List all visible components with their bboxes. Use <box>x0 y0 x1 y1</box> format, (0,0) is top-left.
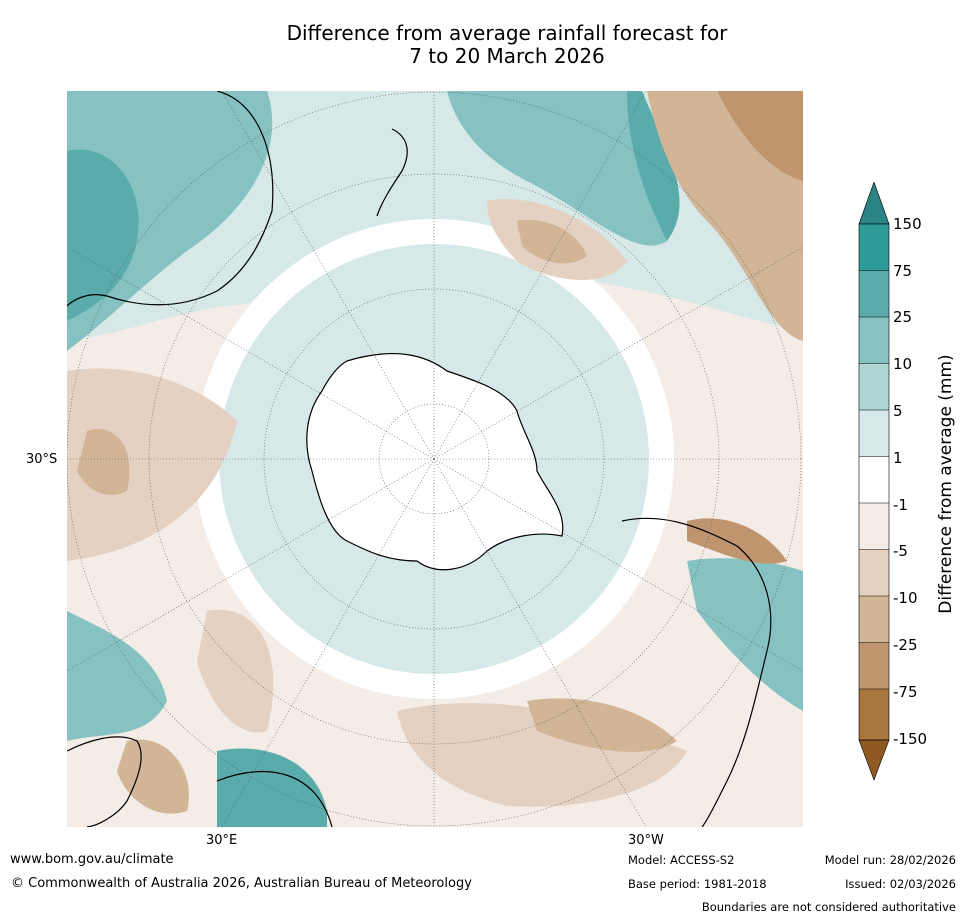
colorbar-tick: -150 <box>893 730 928 748</box>
wet-patch <box>67 611 167 741</box>
copyright-text: © Commonwealth of Australia 2026, Austra… <box>11 876 472 891</box>
wet-patch <box>447 91 670 246</box>
wet-patch <box>687 558 803 711</box>
colorbar-tick: 1 <box>893 449 903 467</box>
wet-patch <box>627 91 680 241</box>
colorbar-swatch <box>859 410 889 457</box>
map-canvas <box>67 91 803 827</box>
lon-label-30w: 30°W <box>628 833 664 848</box>
colorbar-tick: 75 <box>893 262 913 280</box>
dry-patch <box>67 368 237 561</box>
colorbar-swatch <box>859 270 889 317</box>
title-line-2: 7 to 20 March 2026 <box>409 44 605 68</box>
colorbar-tick: 5 <box>893 402 903 420</box>
colorbar-swatch <box>859 549 889 596</box>
colorbar-swatch <box>859 503 889 550</box>
colorbar-top-arrow <box>858 182 890 225</box>
australia-coastline <box>67 91 274 307</box>
colorbar-swatch <box>859 363 889 410</box>
bom-climate-link[interactable]: www.bom.gov.au/climate <box>10 852 174 867</box>
dry-patch <box>527 698 677 752</box>
dry-patch <box>687 518 787 564</box>
lon-label-30e: 30°E <box>206 833 238 848</box>
colorbar-swatch <box>859 689 889 740</box>
colorbar-tick: 150 <box>893 215 922 233</box>
dry-patch <box>197 609 274 733</box>
colorbar-swatch <box>859 596 889 643</box>
base-period-text: Base period: 1981-2018 <box>628 877 767 891</box>
issued-text: Issued: 02/03/2026 <box>845 877 956 891</box>
africa-coastline <box>67 736 142 827</box>
colorbar-swatch <box>859 642 889 689</box>
colorbar-tick: -5 <box>893 542 908 560</box>
colorbar-tick: -25 <box>893 636 918 654</box>
south-america-coastline <box>621 517 772 827</box>
colorbar-tick: -10 <box>893 589 918 607</box>
wet-patch <box>67 149 139 321</box>
colorbar-dividers <box>859 270 889 690</box>
lat-label-30s: 30°S <box>26 452 58 467</box>
disclaimer-text: Boundaries are not considered authoritat… <box>701 900 956 914</box>
colorbar-tick: 10 <box>893 355 913 373</box>
colorbar <box>858 182 890 781</box>
model-text: Model: ACCESS-S2 <box>628 853 735 867</box>
map-title: Difference from average rainfall forecas… <box>0 22 965 68</box>
model-run-text: Model run: 28/02/2026 <box>824 853 956 867</box>
antarctica-outline <box>306 352 564 571</box>
colorbar-swatch <box>859 224 889 271</box>
colorbar-tick: -75 <box>893 683 918 701</box>
colorbar-tick: -1 <box>893 496 908 514</box>
dry-patch <box>717 91 803 181</box>
rainfall-map <box>67 91 803 827</box>
colorbar-swatch <box>859 456 889 503</box>
graticule <box>67 91 803 827</box>
dry-patch <box>77 429 130 495</box>
colorbar-swatch <box>859 317 889 364</box>
title-line-1: Difference from average rainfall forecas… <box>286 21 728 45</box>
madagascar-coastline <box>216 770 333 827</box>
wet-patch <box>67 91 273 351</box>
wet-patch <box>217 748 327 827</box>
colorbar-frame <box>858 223 890 741</box>
colorbar-tick: 25 <box>893 308 913 326</box>
dry-patch <box>117 739 189 814</box>
colorbar-label: Difference from average (mm) <box>936 354 956 614</box>
colorbar-bottom-arrow <box>858 739 890 781</box>
new-zealand-coastline <box>376 128 408 217</box>
dry-patch <box>517 220 587 264</box>
